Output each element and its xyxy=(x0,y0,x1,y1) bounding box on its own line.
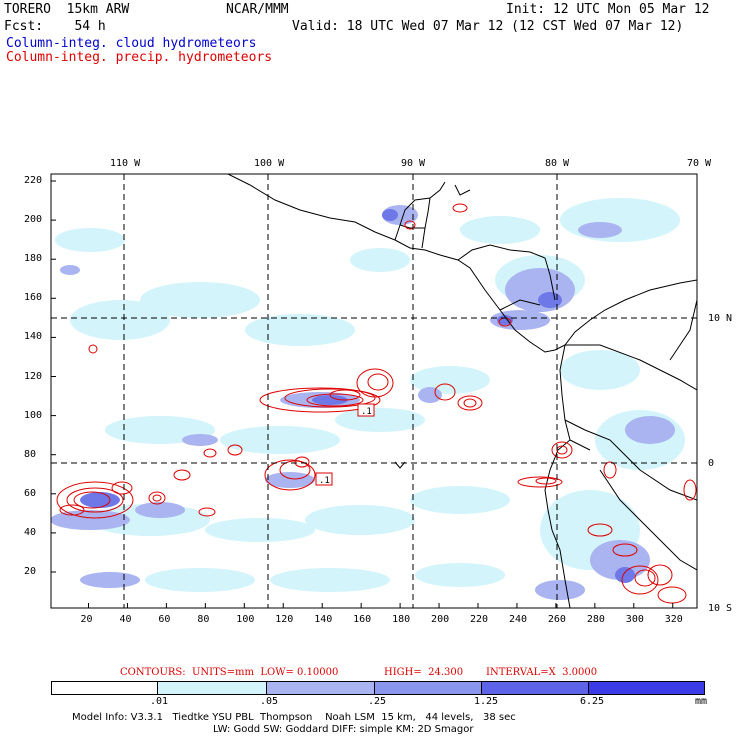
init-time: Init: 12 UTC Mon 05 Mar 12 xyxy=(506,2,710,17)
x-tick-label: 60 xyxy=(158,614,171,625)
lon-label: 80 W xyxy=(545,158,570,169)
x-tick-label: 220 xyxy=(470,614,489,625)
colorbar-label: 6.25 xyxy=(580,696,605,707)
lat-label: 10 N xyxy=(708,313,733,324)
colorbar-label: .05 xyxy=(260,696,279,707)
colorbar-segment xyxy=(157,681,267,695)
field-precip-title: Column-integ. precip. hydrometeors xyxy=(6,50,273,65)
precip-contours xyxy=(56,203,697,604)
contour-units: CONTOURS: UNITS=mm LOW= 0.10000 xyxy=(120,667,339,678)
x-tick-label: 120 xyxy=(275,614,294,625)
field-cloud-title: Column-integ. cloud hydrometeors xyxy=(6,36,257,51)
colorbar-label: .25 xyxy=(368,696,387,707)
x-tick-label: 240 xyxy=(508,614,527,625)
y-tick-label: 120 xyxy=(24,370,43,382)
contour-label: .1 xyxy=(319,476,330,486)
model-info: Model Info: V3.3.1 Tiedtke YSU PBL Thomp… xyxy=(72,712,516,723)
y-axis xyxy=(51,180,56,573)
y-tick-label: 200 xyxy=(24,214,43,226)
colorbar-segment xyxy=(266,681,375,695)
colorbar-segment xyxy=(481,681,589,695)
x-tick-label: 200 xyxy=(431,614,450,625)
x-tick-label: 40 xyxy=(119,614,132,625)
y-tick-label: 160 xyxy=(24,292,43,304)
map-frame xyxy=(50,173,698,609)
x-tick-label: 320 xyxy=(664,614,683,625)
colorbar-segment xyxy=(374,681,482,695)
contour-high: HIGH= 24.300 xyxy=(384,667,464,678)
coastlines xyxy=(227,174,697,608)
y-tick-label: 80 xyxy=(24,448,37,460)
graticule xyxy=(51,174,697,608)
x-tick-label: 140 xyxy=(314,614,333,625)
y-tick-label: 100 xyxy=(24,409,43,421)
y-tick-label: 60 xyxy=(24,487,37,499)
x-tick-label: 280 xyxy=(586,614,605,625)
x-tick-label: 180 xyxy=(392,614,411,625)
x-tick-label: 300 xyxy=(625,614,644,625)
contour-interval: INTERVAL=X 3.0000 xyxy=(486,667,598,678)
colorbar-unit: mm xyxy=(695,696,708,707)
y-tick-label: 140 xyxy=(24,331,43,343)
lon-label: 110 W xyxy=(110,158,141,169)
lon-label: 100 W xyxy=(254,158,285,169)
x-tick-label: 160 xyxy=(353,614,372,625)
valid-time: Valid: 18 UTC Wed 07 Mar 12 (12 CST Wed … xyxy=(292,19,684,34)
model-name: TORERO 15km ARW xyxy=(4,2,130,17)
y-tick-label: 180 xyxy=(24,253,43,265)
y-tick-label: 40 xyxy=(24,526,37,538)
forecast-hour: Fcst: 54 h xyxy=(4,19,106,34)
y-tick-label: 220 xyxy=(24,175,43,186)
x-tick-label: 80 xyxy=(197,614,210,625)
contour-label: .1 xyxy=(361,407,372,417)
lat-label: 10 S xyxy=(708,603,733,614)
lon-label: 90 W xyxy=(401,158,426,169)
x-tick-label: 260 xyxy=(547,614,566,625)
lat-label: 0 xyxy=(708,458,715,469)
lon-label: 70 W xyxy=(687,158,712,169)
model-physics: LW: Godd SW: Goddard DIFF: simple KM: 2D… xyxy=(213,724,474,735)
x-axis xyxy=(88,603,674,608)
x-tick-label: 100 xyxy=(236,614,255,625)
colorbar-label: .01 xyxy=(150,696,169,707)
colorbar-label: 1.25 xyxy=(474,696,499,707)
x-tick-label: 20 xyxy=(80,614,93,625)
colorbar-segment xyxy=(51,681,158,695)
y-tick-label: 20 xyxy=(24,566,37,577)
colorbar-segment xyxy=(588,681,705,695)
cloud-shading xyxy=(51,198,685,600)
center-name: NCAR/MMM xyxy=(226,2,289,17)
